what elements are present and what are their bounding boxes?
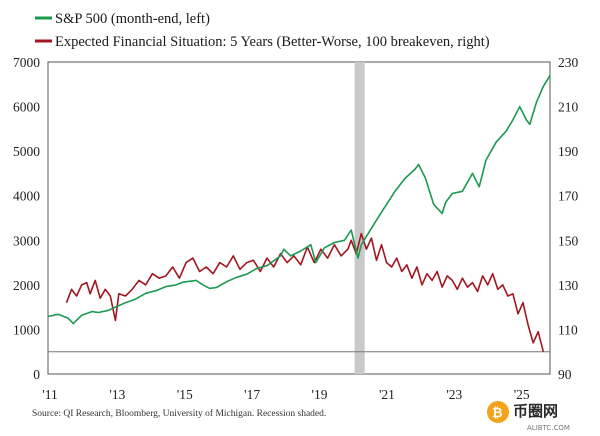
right-tick-label: 150	[558, 233, 579, 248]
watermark-logo-icon	[487, 401, 509, 423]
expected-financial-line	[65, 232, 545, 352]
x-tick-label: '17	[244, 387, 260, 402]
x-tick-label: '13	[109, 387, 125, 402]
plot-frame	[47, 61, 551, 375]
recession-shading	[354, 62, 365, 374]
left-axis-ticks: 0 1000 2000 3000 4000 5000 6000 7000	[13, 55, 40, 382]
left-tick-label: 6000	[13, 100, 40, 115]
x-tick-label: '15	[177, 387, 193, 402]
right-tick-label: 130	[558, 278, 579, 293]
watermark: ₿ 币圈网 ALIBTC.COM	[487, 401, 570, 432]
legend-label-expected: Expected Financial Situation: 5 Years (B…	[55, 34, 490, 50]
right-axis-ticks: 90 110 130 150 170 190 210 230	[558, 55, 579, 382]
right-tick-label: 90	[558, 367, 572, 382]
source-note: Source: QI Research, Bloomberg, Universi…	[32, 408, 326, 419]
watermark-text: 币圈网	[513, 402, 558, 420]
left-tick-label: 5000	[13, 144, 40, 159]
legend-label-sp500: S&P 500 (month-end, left)	[55, 11, 210, 27]
x-tick-label: '19	[312, 387, 328, 402]
x-tick-label: '21	[379, 387, 395, 402]
right-tick-label: 190	[558, 144, 579, 159]
left-tick-label: 7000	[13, 55, 40, 70]
left-tick-label: 0	[33, 367, 40, 382]
right-tick-label: 110	[558, 322, 578, 337]
right-tick-label: 230	[558, 55, 579, 70]
watermark-subtext: ALIBTC.COM	[527, 424, 570, 432]
left-tick-label: 2000	[13, 278, 40, 293]
right-tick-label: 170	[558, 189, 579, 204]
sp500-line	[47, 74, 551, 325]
left-tick-label: 4000	[13, 189, 40, 204]
x-tick-label: '25	[514, 387, 530, 402]
watermark-logo-glyph: ₿	[492, 406, 503, 421]
left-tick-label: 1000	[13, 322, 40, 337]
right-tick-label: 210	[558, 100, 579, 115]
legend: S&P 500 (month-end, left) Expected Finan…	[35, 11, 490, 50]
x-tick-label: '23	[446, 387, 462, 402]
x-axis-ticks: '11 '13 '15 '17 '19 '21 '23 '25	[42, 387, 530, 402]
x-tick-label: '11	[42, 387, 57, 402]
left-tick-label: 3000	[13, 233, 40, 248]
